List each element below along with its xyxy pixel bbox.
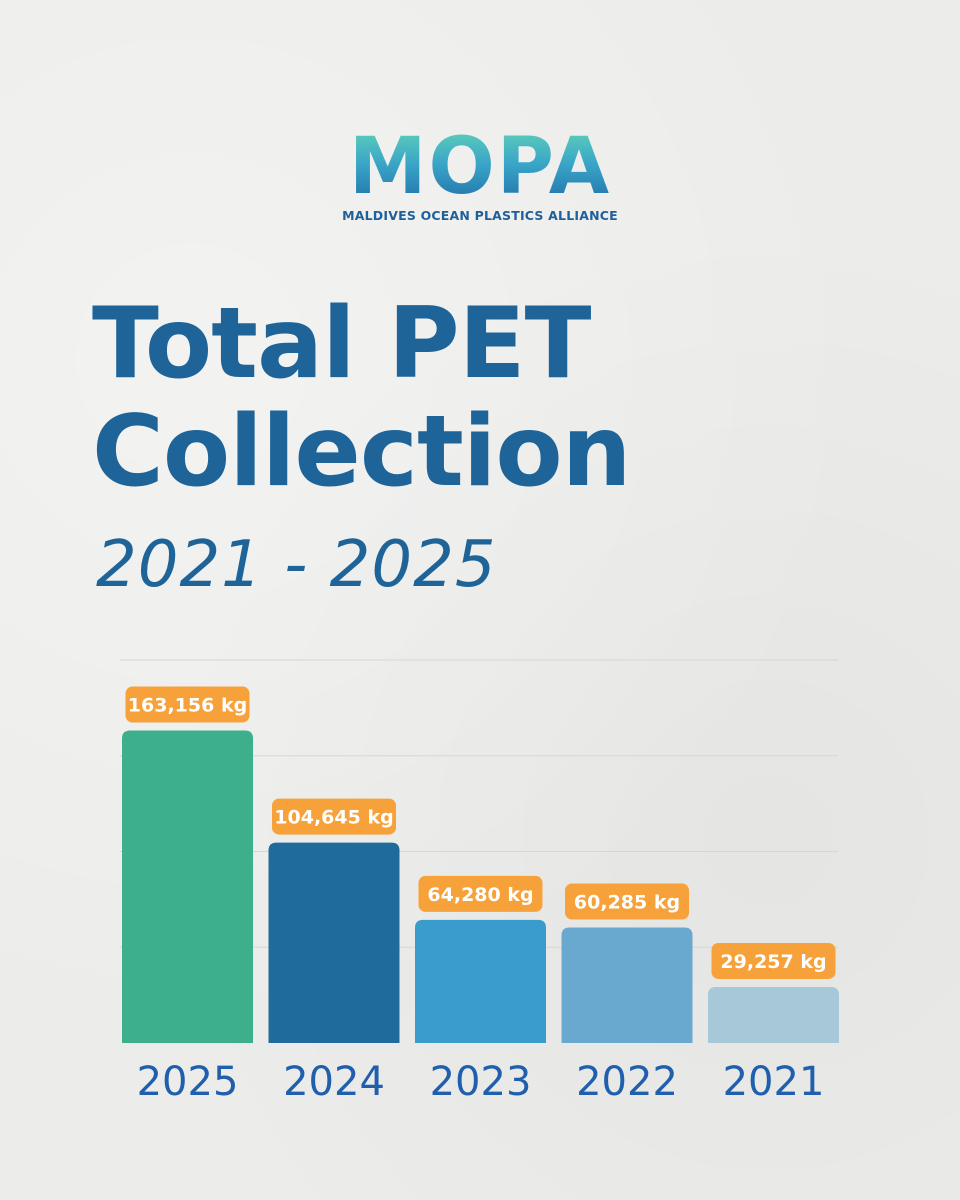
data-label-text: 104,645 kg [274, 807, 393, 829]
data-label-pill [125, 686, 250, 723]
data-label-2022: 60,285 kg [565, 883, 689, 920]
mopa-logo: MOPA MALDIVES OCEAN PLASTICS ALLIANCE [0, 128, 960, 223]
logo-wordmark: MOPA [348, 122, 612, 212]
data-label-2021: 29,257 kg [711, 942, 836, 979]
data-label-pill [272, 798, 396, 835]
data-label-2023: 64,280 kg [418, 875, 543, 912]
x-tick-label-2023: 2023 [430, 1059, 532, 1105]
data-label-text: 64,280 kg [427, 884, 533, 906]
title-line-1: Total PET [92, 287, 591, 401]
data-label-pill [711, 942, 836, 979]
data-label-text: 29,257 kg [720, 951, 826, 973]
bar-2025 [122, 730, 253, 1043]
bar-2021 [708, 986, 839, 1043]
x-tick-label-2021: 2021 [723, 1059, 825, 1105]
bar-2023 [415, 919, 546, 1043]
data-label-2025: 163,156 kg [125, 686, 250, 723]
page-title: Total PET Collection [92, 287, 632, 509]
x-tick-label-2022: 2022 [576, 1059, 678, 1105]
data-label-pill [565, 883, 689, 920]
data-label-text: 60,285 kg [574, 892, 680, 914]
x-tick-label-2024: 2024 [283, 1059, 385, 1105]
bar-2024 [268, 842, 400, 1043]
title-line-2: Collection [92, 395, 632, 509]
data-label-2024: 104,645 kg [272, 798, 396, 835]
data-label-pill [418, 875, 543, 912]
bar-2022 [561, 927, 693, 1043]
page-subtitle: 2021 - 2025 [96, 528, 497, 602]
logo-tagline: MALDIVES OCEAN PLASTICS ALLIANCE [342, 208, 618, 223]
data-label-text: 163,156 kg [128, 695, 247, 717]
x-tick-label-2025: 2025 [137, 1059, 239, 1105]
